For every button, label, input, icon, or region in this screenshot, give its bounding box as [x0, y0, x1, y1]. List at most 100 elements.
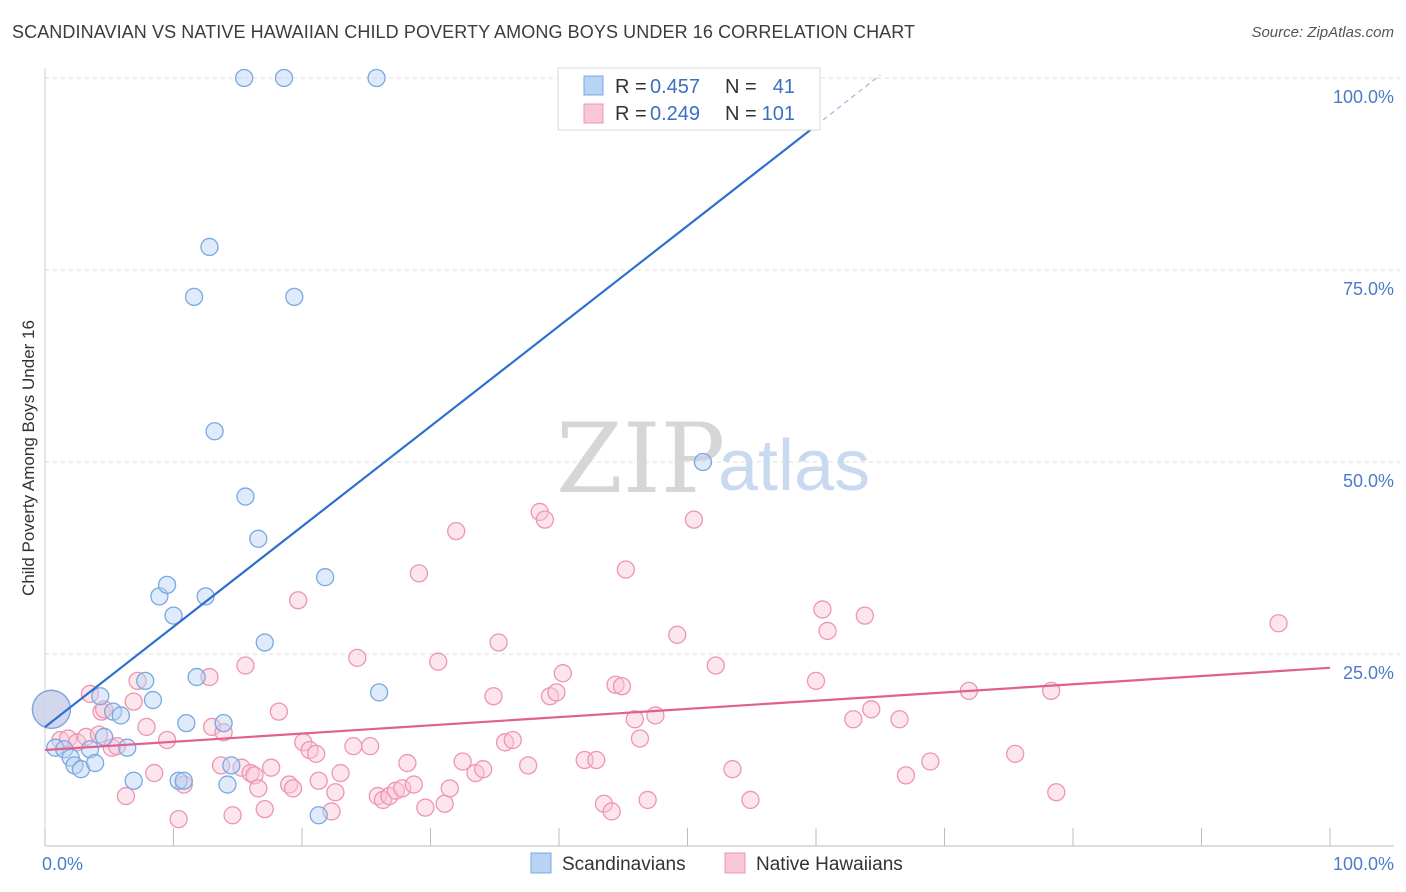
native-hawaiians-point	[921, 752, 940, 771]
scandinavians-point	[274, 68, 294, 88]
native-hawaiians-point	[890, 710, 909, 729]
native-hawaiians-point	[547, 683, 566, 702]
native-hawaiians-point	[223, 806, 242, 825]
scandinavians-point	[367, 68, 386, 88]
scandinavians-point	[255, 633, 274, 652]
scandinavians-point	[235, 68, 254, 88]
native-hawaiians-point	[404, 775, 423, 794]
native-hawaiians-point	[200, 667, 219, 687]
native-hawaiians-point	[344, 737, 363, 756]
native-hawaiians-point	[519, 756, 538, 775]
scandinavians-point	[222, 756, 241, 775]
legend-n-label-2: N =	[725, 103, 757, 125]
native-hawaiians-point	[630, 729, 650, 748]
native-hawaiians-point	[398, 753, 417, 773]
scandinavians-point	[85, 753, 105, 773]
native-hawaiians-point	[606, 675, 625, 694]
native-hawaiians-point	[741, 790, 760, 810]
native-hawaiians-point	[211, 756, 231, 775]
scandinavians-point	[124, 771, 143, 790]
scandinavians-point	[249, 529, 268, 548]
scandinavians-point	[309, 806, 328, 825]
native-hawaiians-point	[474, 760, 493, 779]
y-tick-label-100: 100.0%	[1333, 87, 1394, 107]
scandinavians-point	[164, 606, 183, 625]
scandinavians-point	[187, 667, 206, 687]
scandinavians-point	[143, 690, 163, 710]
legend-swatch-scandinavians	[583, 75, 604, 96]
native-hawaiians-point	[594, 794, 614, 813]
y-tick-label-25: 25.0%	[1343, 663, 1394, 683]
native-hawaiians-point	[249, 779, 268, 798]
native-hawaiians-point	[706, 656, 725, 675]
scandinavians-point	[205, 422, 224, 441]
legend-r-label-1: R =	[615, 76, 647, 98]
tick-labels: 25.0% 50.0% 75.0% 100.0% 0.0% 100.0%	[42, 87, 1394, 874]
native-hawaiians-point	[806, 671, 826, 691]
scandinavians-point	[136, 671, 155, 691]
native-hawaiians-point	[393, 779, 412, 798]
native-hawaiians-point	[440, 779, 459, 798]
native-hawaiians-point	[638, 790, 657, 810]
scandinavians-point	[693, 452, 713, 472]
native-hawaiians-point	[602, 802, 621, 821]
y-axis-label: Child Poverty Among Boys Under 16	[19, 320, 38, 596]
native-hawaiians-point	[1006, 744, 1025, 763]
scandinavians-point	[118, 738, 137, 757]
native-hawaiians-point	[409, 564, 429, 583]
scandinavians-point	[111, 706, 130, 725]
native-hawaiians-point	[625, 710, 644, 729]
native-hawaiians-point	[169, 809, 188, 829]
native-hawaiians-point	[202, 717, 222, 737]
native-hawaiians-point	[58, 729, 78, 748]
scandinavians-point	[218, 775, 237, 794]
native-hawaiians-point	[137, 717, 156, 737]
native-hawaiians-point	[429, 652, 448, 671]
native-hawaiians-point	[416, 798, 435, 817]
legend-r-value-1: 0.457	[650, 76, 700, 98]
x-tick-label-max: 100.0%	[1333, 854, 1394, 874]
native-hawaiians-point	[844, 710, 863, 729]
source-label: Source: ZipAtlas.com	[1251, 24, 1394, 41]
native-hawaiians-point	[269, 702, 289, 721]
native-hawaiians-point	[262, 758, 281, 777]
native-hawaiians-point	[503, 730, 522, 750]
native-hawaiians-point	[535, 510, 555, 529]
native-hawaiians-point	[612, 677, 632, 696]
grid-layer	[45, 77, 1400, 655]
bottom-legend-label-scandinavians: Scandinavians	[562, 854, 686, 875]
legend-r-label-2: R =	[615, 103, 647, 125]
bottom-legend: Scandinavians Native Hawaiians	[530, 852, 903, 875]
x-tick-label-min: 0.0%	[42, 854, 83, 874]
native-hawaiians-point	[145, 763, 164, 783]
native-hawaiians-point	[489, 633, 508, 652]
trend-lines	[44, 74, 1331, 752]
native-hawaiians-point	[124, 692, 143, 711]
legend-n-value-2: 101	[762, 103, 795, 125]
native-hawaiians-point	[587, 750, 606, 770]
watermark: ZIP atlas	[556, 403, 870, 515]
native-hawaiians-point	[668, 625, 687, 644]
scandinavians-trend-line	[44, 124, 817, 728]
native-hawaiians-point	[484, 687, 503, 706]
native-hawaiians-point	[684, 510, 704, 529]
native-hawaiians-point	[435, 794, 454, 813]
scandinavians-trend-extension	[815, 74, 881, 127]
scandinavians-point	[315, 568, 335, 587]
native-hawaiians-point	[306, 744, 326, 763]
legend-n-value-1: 41	[773, 76, 795, 98]
y-tick-label-75: 75.0%	[1343, 279, 1394, 299]
scandinavians-point	[157, 575, 177, 595]
scandinavians-point	[200, 237, 219, 257]
native-hawaiians-point	[236, 656, 255, 675]
native-hawaiians-point	[309, 771, 328, 790]
native-hawaiians-point	[288, 591, 308, 610]
scandinavians-point	[285, 287, 304, 307]
scandinavians-point	[169, 771, 188, 790]
legend: R = 0.457 N = 41 R = 0.249 N = 101	[557, 67, 821, 131]
native-hawaiians-point	[128, 671, 147, 691]
native-hawaiians-point	[453, 752, 472, 771]
native-hawaiians-point	[896, 766, 916, 785]
scandinavians-point	[174, 771, 193, 790]
